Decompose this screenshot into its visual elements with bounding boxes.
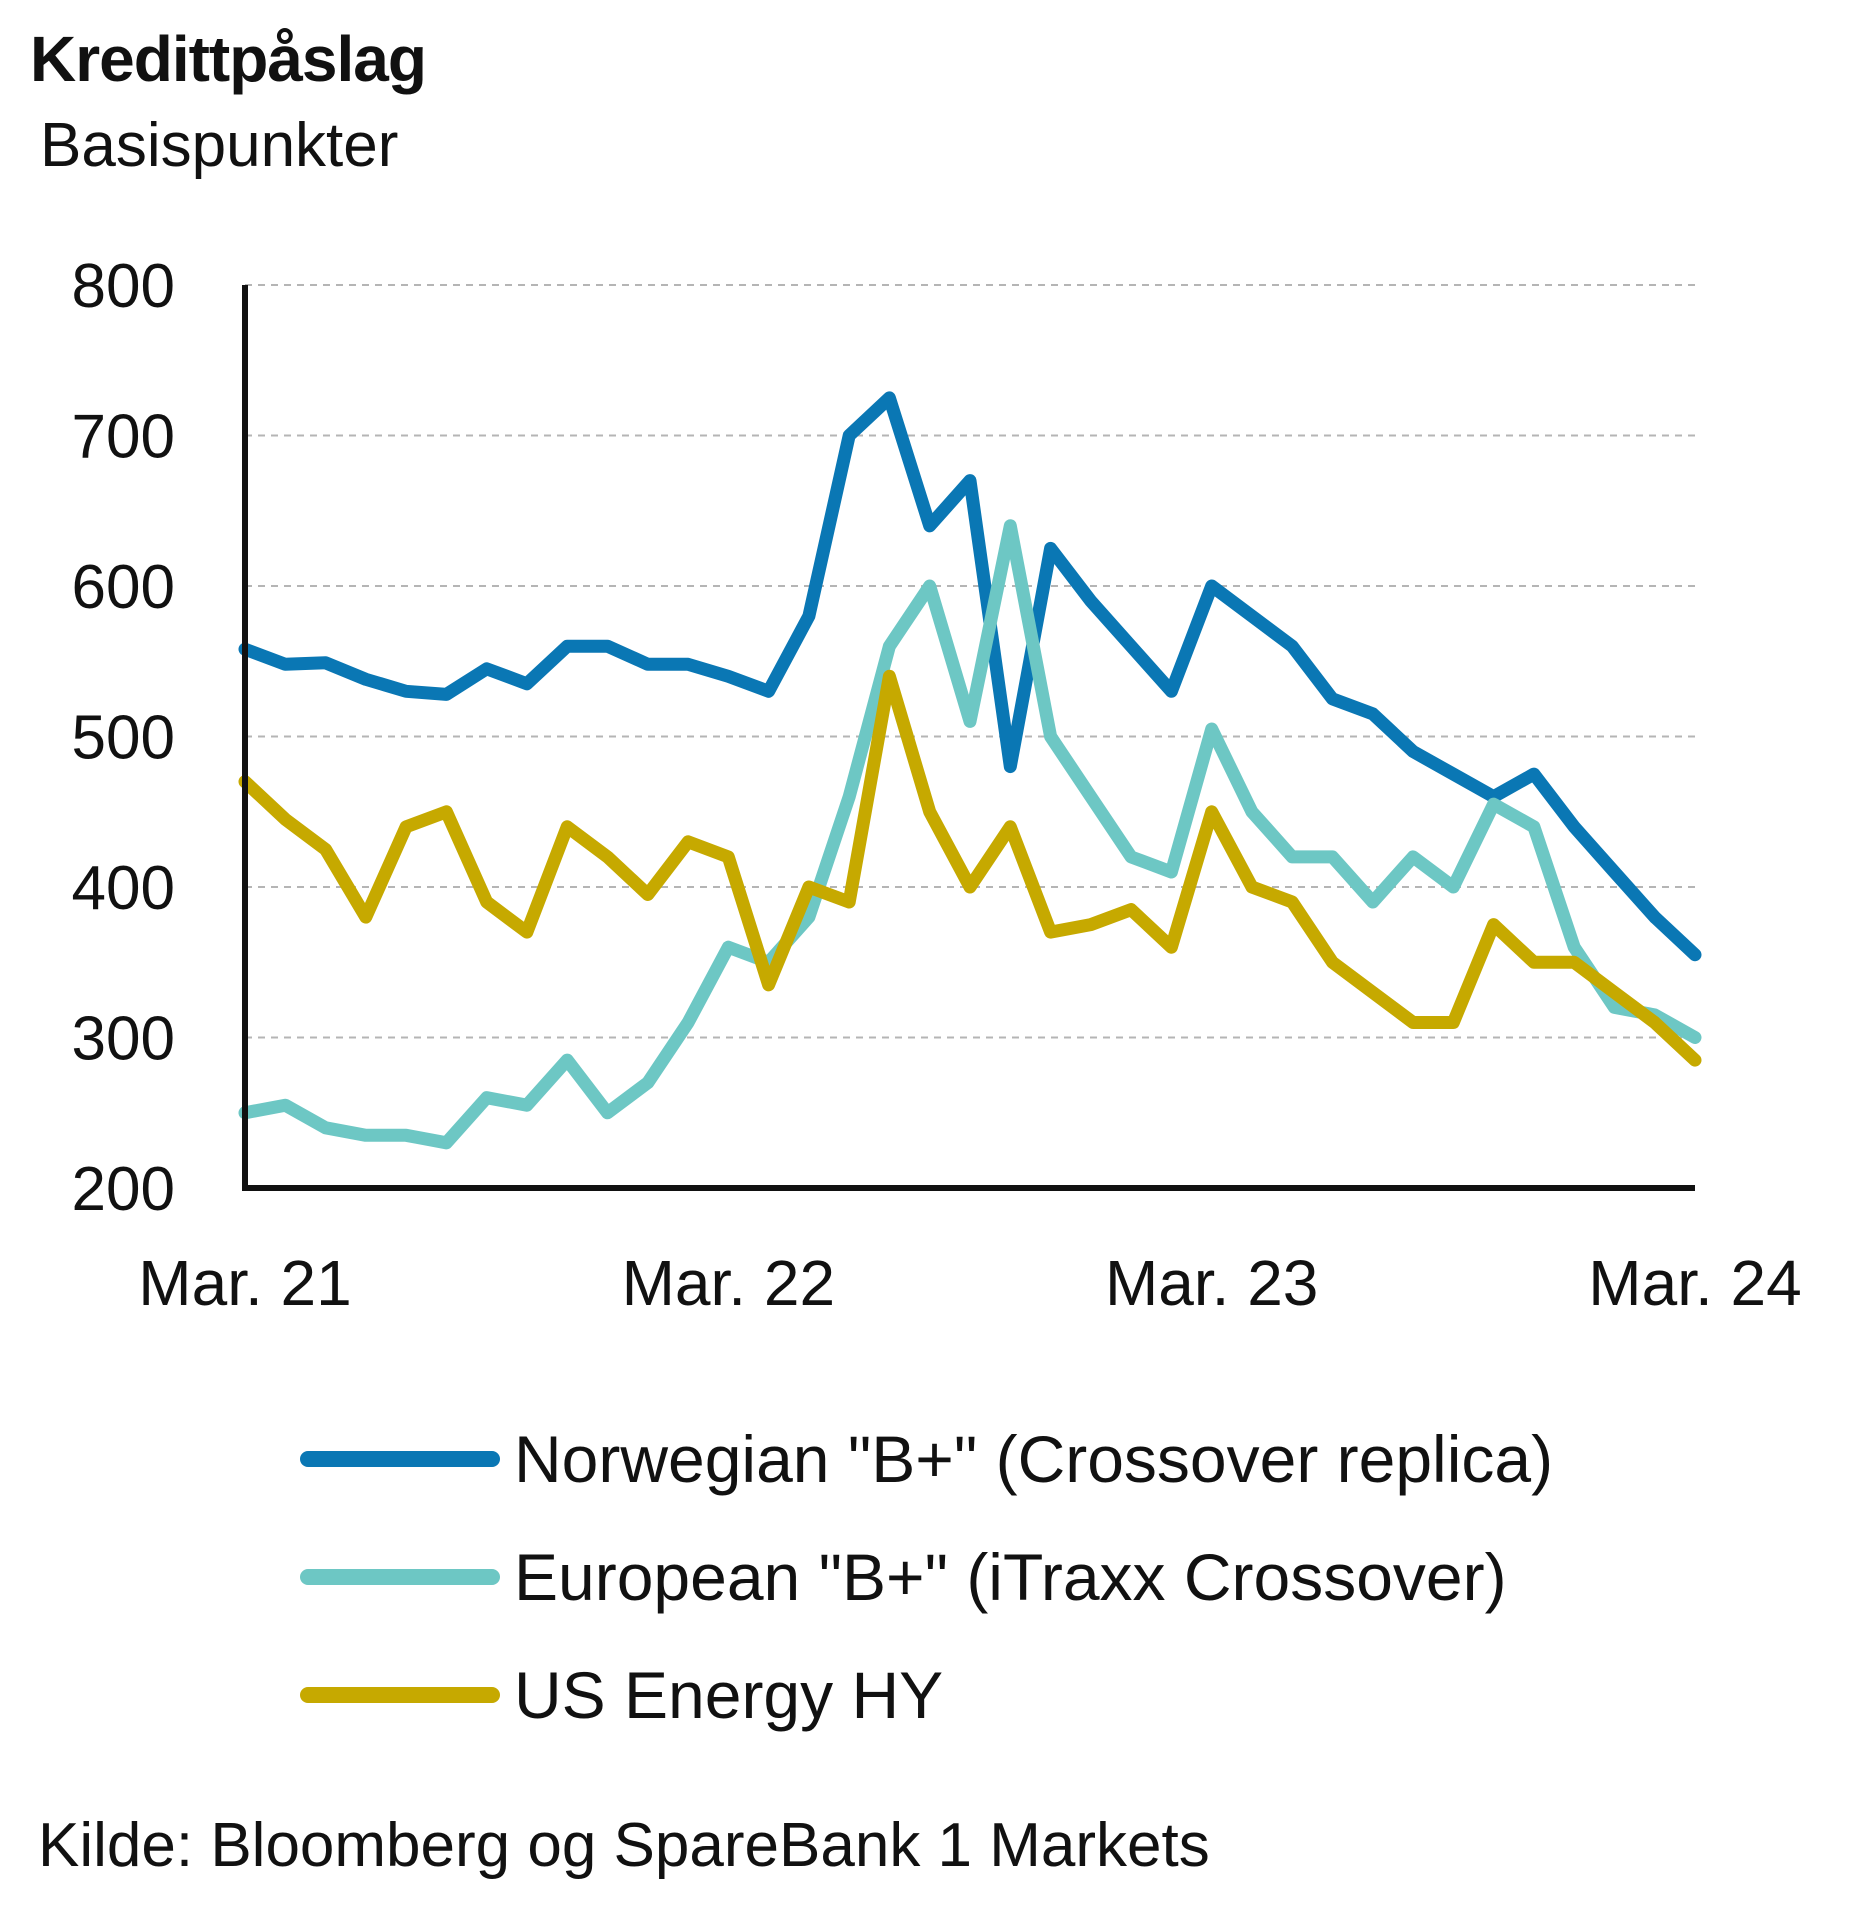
legend-label-norwegian: Norwegian "B+" (Crossover replica) — [514, 1422, 1554, 1496]
chart-subtitle-unit: Basispunkter — [40, 111, 399, 180]
series-line-1 — [238, 519, 1702, 1150]
series-lines — [238, 391, 1702, 1150]
y-tick-label-300: 300 — [72, 1005, 175, 1074]
x-tick-label-2: Mar. 23 — [1105, 1247, 1318, 1319]
source-note: Kilde: Bloomberg og SpareBank 1 Markets — [38, 1811, 1210, 1880]
series-line-2 — [238, 669, 1702, 1067]
y-tick-label-200: 200 — [72, 1155, 175, 1224]
y-axis-ticks: 200 300 400 500 600 700 800 — [72, 252, 175, 1224]
y-tick-label-500: 500 — [72, 704, 175, 773]
legend-item-european: European "B+" (iTraxx Crossover) — [300, 1518, 1553, 1636]
x-tick-label-3: Mar. 24 — [1588, 1247, 1801, 1319]
y-tick-label-800: 800 — [72, 252, 175, 321]
legend-label-us-energy: US Energy HY — [514, 1658, 944, 1732]
chart-title: Kredittpåslag — [30, 23, 427, 95]
legend-swatch-european — [300, 1569, 500, 1585]
x-axis-ticks: Mar. 21 Mar. 22 Mar. 23 Mar. 24 — [138, 1247, 1801, 1319]
legend-label-european: European "B+" (iTraxx Crossover) — [514, 1540, 1507, 1614]
legend-swatch-norwegian — [300, 1451, 500, 1467]
y-tick-label-400: 400 — [72, 854, 175, 923]
y-tick-label-600: 600 — [72, 553, 175, 622]
gridlines — [245, 284, 1695, 1039]
legend-item-norwegian: Norwegian "B+" (Crossover replica) — [300, 1400, 1553, 1518]
series-line-0 — [238, 391, 1702, 962]
x-tick-label-0: Mar. 21 — [138, 1247, 351, 1319]
legend: Norwegian "B+" (Crossover replica) Europ… — [300, 1400, 1553, 1754]
y-tick-label-700: 700 — [72, 403, 175, 472]
legend-swatch-us-energy — [300, 1687, 500, 1703]
x-tick-label-1: Mar. 22 — [622, 1247, 835, 1319]
legend-item-us-energy: US Energy HY — [300, 1636, 1553, 1754]
